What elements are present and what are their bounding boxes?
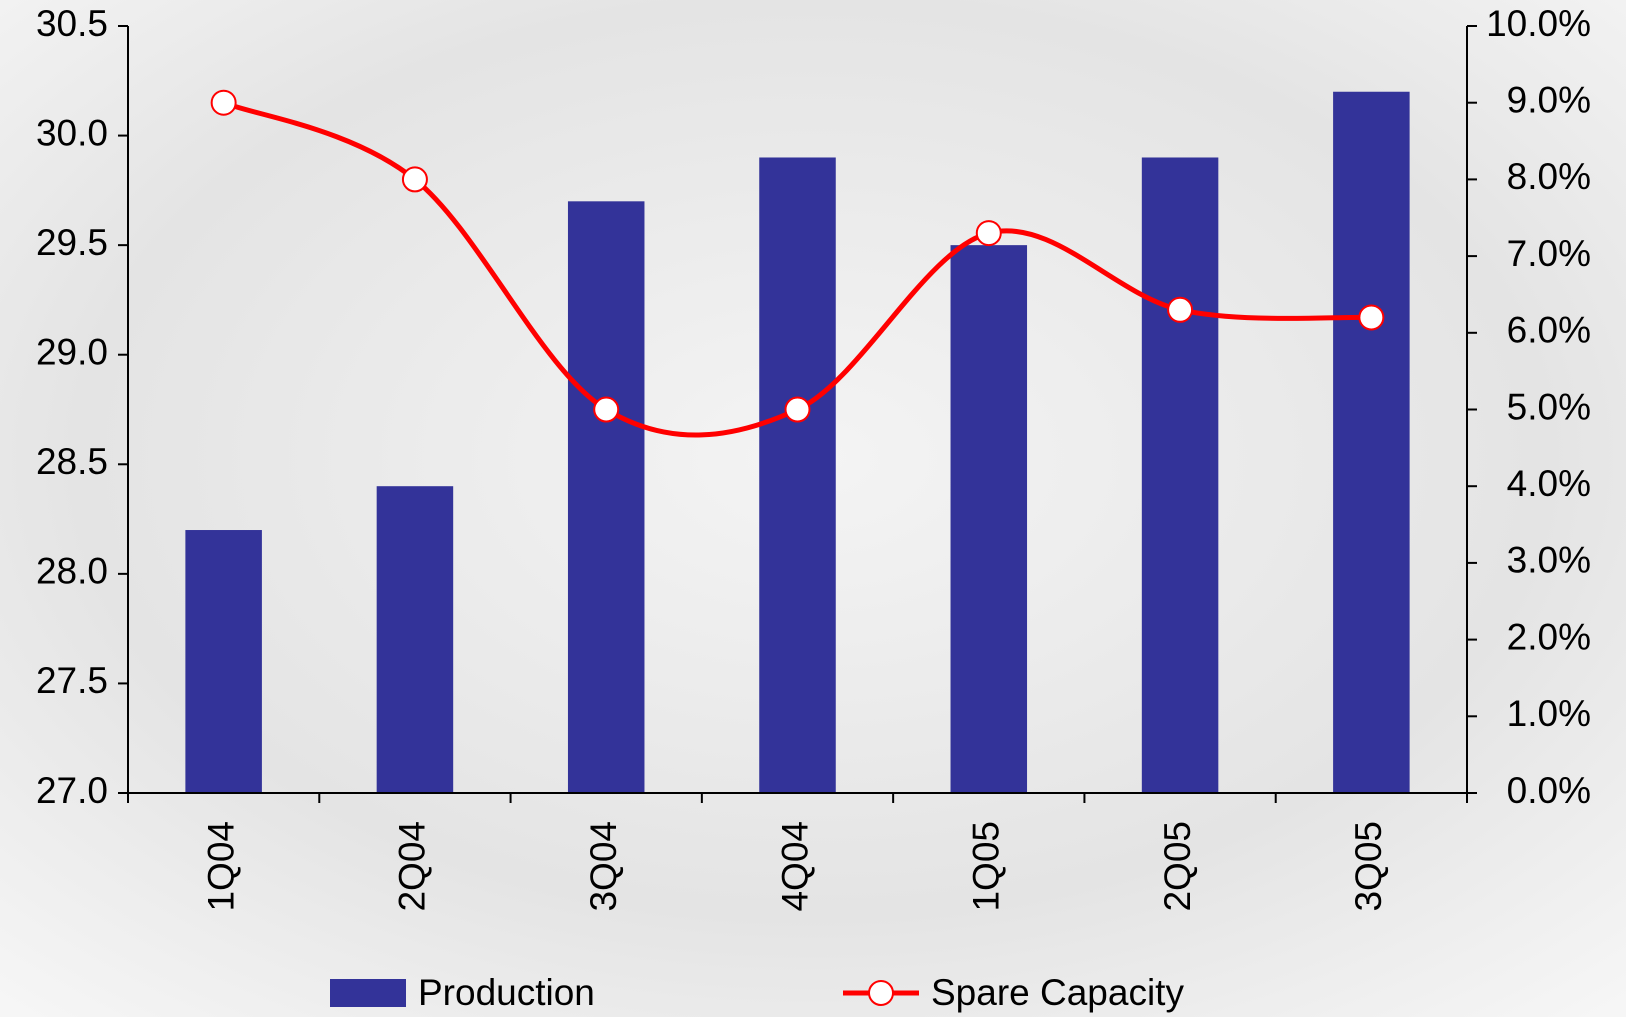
y-tick-label: 28.0	[36, 551, 108, 592]
y2-tick-label: 3.0%	[1507, 540, 1591, 581]
legend-label: Production	[418, 972, 595, 1013]
y2-tick-label: 5.0%	[1507, 386, 1591, 427]
y-tick-label: 28.5	[36, 441, 108, 482]
x-tick-label: 4Q04	[774, 821, 815, 912]
x-tick-label: 3Q04	[583, 821, 624, 912]
legend-marker	[868, 980, 894, 1006]
bar	[759, 157, 836, 793]
y2-tick-label: 4.0%	[1507, 463, 1591, 504]
y-tick-label: 29.5	[36, 222, 108, 263]
y2-tick-label: 7.0%	[1507, 233, 1591, 274]
bar	[567, 201, 645, 794]
bar	[185, 530, 262, 793]
legend-swatch	[330, 979, 406, 1007]
y2-tick-label: 9.0%	[1507, 79, 1591, 120]
bar	[950, 245, 1028, 794]
x-tick-label: 1Q04	[200, 821, 241, 912]
marker	[1358, 304, 1385, 331]
bar	[376, 486, 454, 793]
y-tick-label: 29.0	[36, 331, 108, 372]
y2-tick-label: 8.0%	[1507, 156, 1591, 197]
y-tick-label: 30.5	[36, 3, 108, 44]
marker	[593, 396, 620, 423]
x-tick-label: 2Q05	[1157, 821, 1198, 912]
marker	[210, 89, 237, 116]
y2-tick-label: 1.0%	[1507, 693, 1591, 734]
bar	[1141, 157, 1219, 793]
x-tick-label: 1Q05	[966, 821, 1007, 912]
marker	[784, 396, 811, 423]
x-tick-label: 3Q05	[1348, 821, 1389, 912]
y-tick-label: 27.5	[36, 660, 108, 701]
y-tick-label: 27.0	[36, 770, 108, 811]
y-tick-label: 30.0	[36, 112, 108, 153]
bar	[1333, 91, 1410, 793]
marker	[1167, 296, 1194, 323]
y2-tick-label: 6.0%	[1507, 310, 1591, 351]
y2-tick-label: 0.0%	[1507, 770, 1591, 811]
y2-tick-label: 10.0%	[1486, 3, 1591, 44]
x-tick-label: 2Q04	[392, 821, 433, 912]
y2-tick-label: 2.0%	[1507, 616, 1591, 657]
marker	[975, 220, 1002, 247]
legend-label: Spare Capacity	[931, 972, 1184, 1013]
marker	[401, 166, 428, 193]
